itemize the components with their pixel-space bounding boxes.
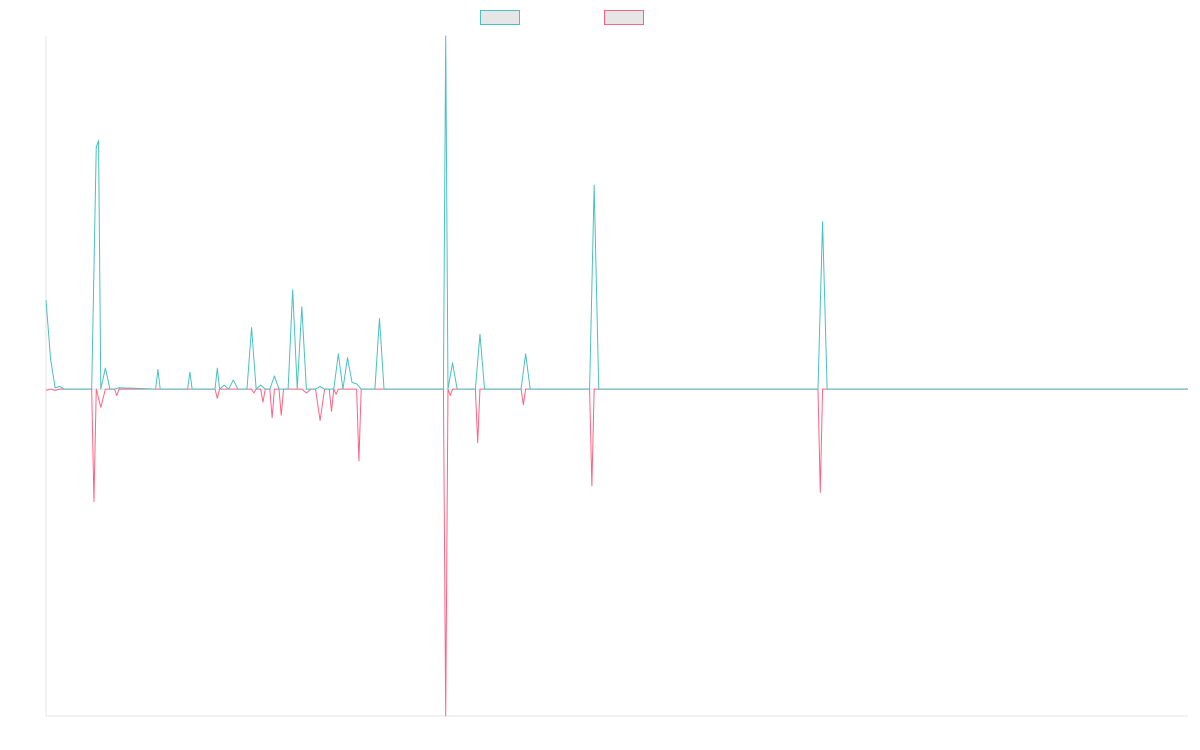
legend-swatch-series-1[interactable] <box>480 10 520 25</box>
series-group <box>45 35 1188 717</box>
legend-swatch-series-2[interactable] <box>604 10 644 25</box>
legend <box>0 8 1200 28</box>
series-line-2 <box>45 388 1188 717</box>
series-line-1 <box>45 35 1188 390</box>
